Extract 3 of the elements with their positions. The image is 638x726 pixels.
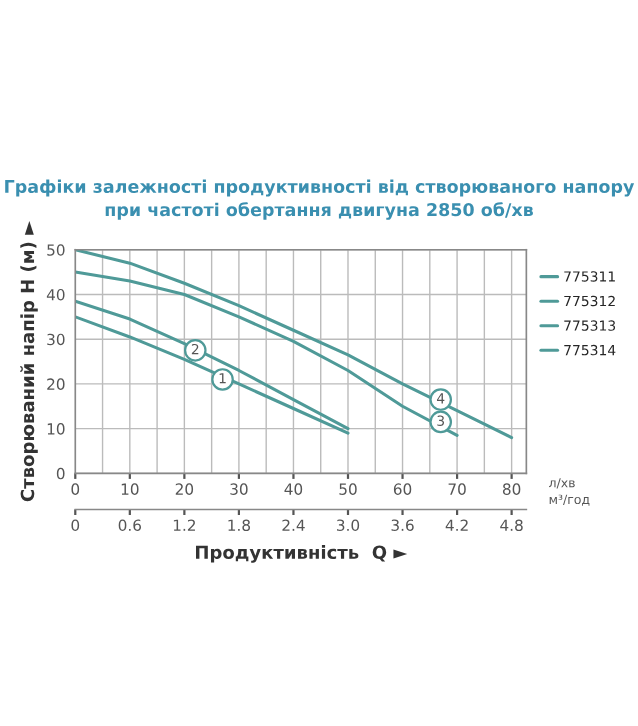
x-axis-title: Продуктивність Q ►: [196, 545, 408, 563]
chart-title: Графіки залежності продуктивності від створюваного напору при частоті обертання двигуна 2850 об/хв: [5, 179, 635, 220]
y-axis-title: Створюваний напір H (м) ►: [20, 221, 38, 502]
